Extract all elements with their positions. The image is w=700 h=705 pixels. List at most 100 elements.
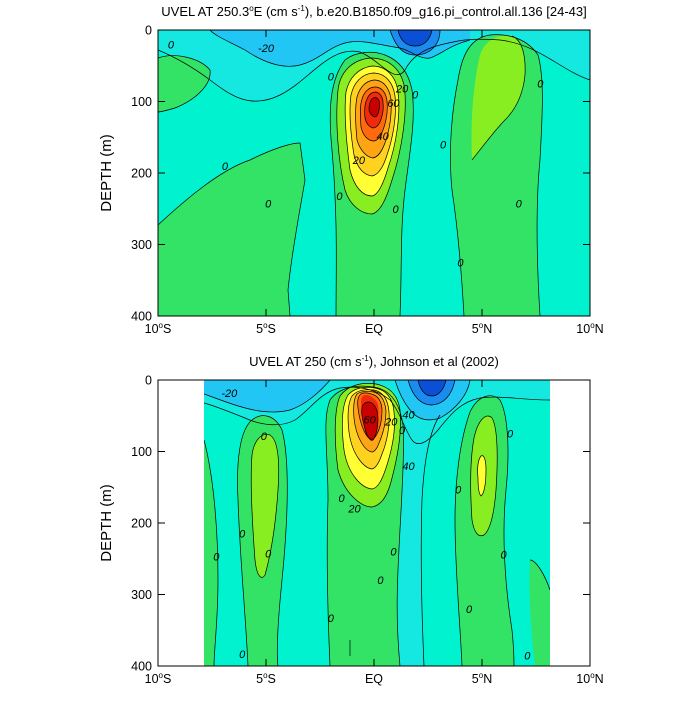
contour-label: 20: [347, 504, 361, 516]
y-tick-label: 300: [131, 588, 152, 602]
contour-label: 20: [384, 416, 398, 428]
y-tick-label: 0: [145, 374, 152, 388]
contour-label: 0: [457, 257, 464, 269]
panel-model: UVEL AT 250.3oE (cm s-1), b.e20.B1850.f0…: [98, 4, 604, 336]
contour-label: 0: [239, 529, 246, 541]
contour-line: [204, 386, 550, 444]
contour-line: [529, 559, 550, 591]
contour-label: 0: [507, 429, 514, 441]
x-tick-label: EQ: [365, 672, 383, 686]
contour-label: 20: [352, 155, 366, 167]
contour-label: 0: [501, 549, 508, 561]
contour-label: 0: [524, 650, 531, 662]
x-tick-label: 10oS: [145, 671, 172, 686]
contour-line: [329, 51, 414, 316]
contour-label: 0: [261, 431, 268, 443]
panel-model-title: UVEL AT 250.3oE (cm s-1), b.e20.B1850.f0…: [161, 4, 586, 19]
contour-label: 40: [377, 131, 390, 143]
contour-line: [353, 391, 387, 453]
contour-label: 0: [440, 139, 447, 151]
contour-line: [325, 385, 404, 666]
contour-label: 0: [412, 89, 419, 101]
contour-label: 0: [455, 484, 462, 496]
y-tick-label: 400: [131, 310, 152, 324]
x-tick-label: 5oS: [256, 321, 276, 336]
field-positive-west: [158, 55, 211, 112]
contour-line: [420, 414, 441, 666]
field-negative-10-column: [388, 390, 458, 666]
x-tick-label: 10oN: [576, 321, 603, 336]
contour-label: 40: [402, 461, 415, 473]
contour-line: [204, 439, 219, 666]
contour-line: [359, 86, 388, 142]
contour-line: [250, 434, 280, 578]
contour-label: 0: [222, 161, 229, 173]
contour-line: [364, 91, 384, 129]
contour-line: [417, 380, 447, 397]
panel-observed-field: [204, 380, 550, 666]
contour-label: 0: [390, 547, 397, 559]
contour-line: [355, 79, 392, 159]
x-tick-label: 5oS: [256, 671, 276, 686]
panel-observed-ylabel: DEPTH (m): [98, 484, 115, 562]
y-tick-label: 200: [131, 517, 152, 531]
x-tick-label: 5oN: [472, 321, 492, 336]
contour-label: 60: [387, 98, 400, 110]
contour-label: 0: [393, 204, 400, 216]
contour-line: [394, 380, 471, 421]
contour-label: -20: [221, 388, 238, 400]
field-negative-40: [398, 30, 432, 46]
contour-line: [470, 415, 498, 537]
contour-line: [158, 38, 590, 102]
panel-model-contour-lines: [158, 30, 590, 316]
x-tick-label: 10oN: [576, 671, 603, 686]
contour-line: [334, 383, 401, 508]
contour-label: 0: [265, 199, 272, 211]
contour-label: 0: [328, 71, 335, 83]
contour-line: [471, 35, 526, 161]
field-negative-40: [418, 380, 446, 396]
field-negative-20-west: [204, 380, 330, 413]
x-tick-label: 10oS: [145, 321, 172, 336]
contour-line: [158, 142, 306, 316]
field-positive-south-core: [251, 434, 279, 578]
contour-label: 0: [336, 191, 343, 203]
contour-label: 0: [168, 39, 175, 51]
panel-observed-contour-lines: [204, 380, 550, 666]
field-positive-west-edge: [204, 440, 218, 666]
y-tick-label: 0: [145, 24, 152, 38]
field-positive-east: [529, 560, 550, 666]
contour-label: 0: [213, 552, 220, 564]
field-euc-70: [369, 97, 380, 117]
contour-label: 0: [399, 425, 406, 437]
field-positive-south: [158, 143, 305, 316]
x-tick-label: EQ: [365, 322, 383, 336]
panel-observed: UVEL AT 250 (cm s-1), Johnson et al (200…: [98, 354, 604, 686]
contour-label: 0: [537, 79, 544, 91]
y-tick-label: 100: [131, 445, 152, 459]
contour-label: 0: [339, 493, 346, 505]
contour-line: [237, 415, 288, 666]
contour-line: [344, 65, 400, 197]
x-tick-label: 5oN: [472, 671, 492, 686]
contour-line: [158, 55, 211, 113]
contour-label: 0: [265, 549, 272, 561]
contour-line: [368, 97, 381, 118]
contour-line: [389, 30, 441, 56]
contour-line: [407, 380, 456, 406]
panel-observed-title: UVEL AT 250 (cm s-1), Johnson et al (200…: [249, 354, 499, 369]
panel-model-ylabel: DEPTH (m): [98, 134, 115, 212]
contour-label: 0: [377, 575, 384, 587]
contour-line: [209, 30, 471, 67]
contour-line: [349, 72, 396, 177]
contour-line: [357, 392, 383, 440]
contour-line: [204, 380, 331, 413]
contour-line: [477, 455, 487, 497]
y-tick-label: 300: [131, 238, 152, 252]
contour-line: [361, 401, 379, 441]
